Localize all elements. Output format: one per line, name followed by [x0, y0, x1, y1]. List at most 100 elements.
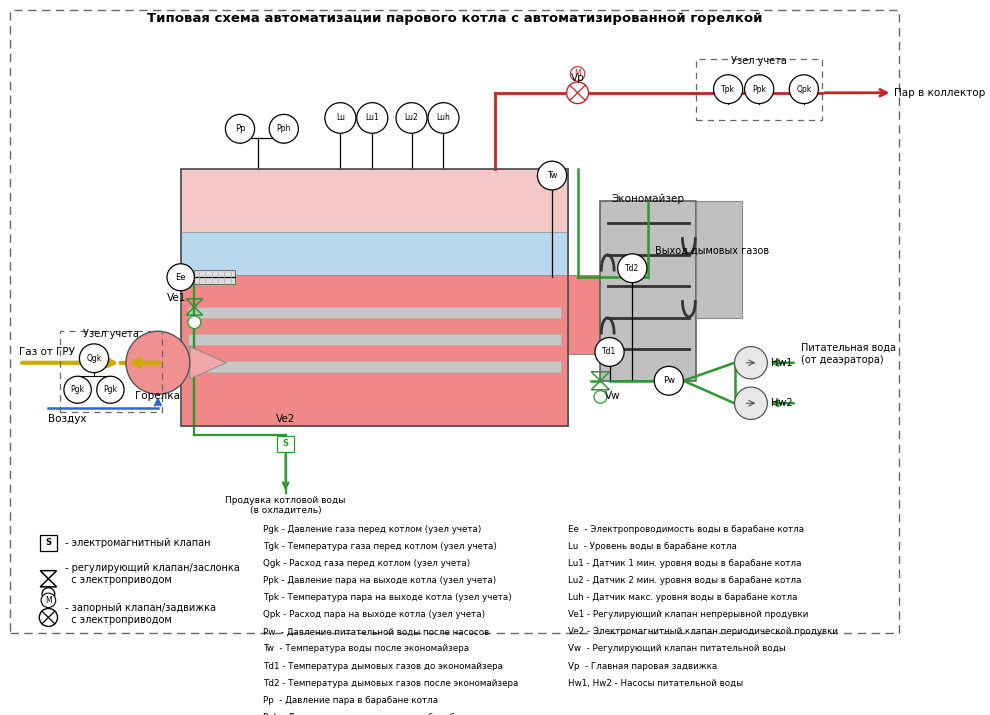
Text: Pw: Pw [663, 376, 675, 385]
Text: S: S [46, 538, 51, 547]
Text: Экономайзер: Экономайзер [612, 194, 685, 204]
Text: Lu2 - Датчик 2 мин. уровня воды в барабане котла: Lu2 - Датчик 2 мин. уровня воды в бараба… [568, 576, 802, 585]
Text: Lu2: Lu2 [405, 114, 419, 122]
Circle shape [97, 376, 124, 403]
Circle shape [566, 82, 588, 104]
Text: Pp  - Давление пара в барабане котла: Pp - Давление пара в барабане котла [262, 696, 438, 705]
Circle shape [167, 264, 194, 291]
Text: Lu1 - Датчик 1 мин. уровня воды в барабане котла: Lu1 - Датчик 1 мин. уровня воды в бараба… [568, 559, 802, 568]
Bar [41, 535, 56, 551]
Text: Ppk: Ppk [752, 84, 766, 94]
Text: Ve1 - Регулирующий клапан непрерывной продувки: Ve1 - Регулирующий клапан непрерывной пр… [568, 610, 809, 619]
Text: Воздух: Воздух [49, 413, 87, 423]
Text: - электромагнитный клапан: - электромагнитный клапан [64, 538, 210, 548]
Circle shape [64, 376, 91, 403]
Text: - регулирующий клапан/заслонка
  с электроприводом: - регулирующий клапан/заслонка с электро… [64, 563, 240, 585]
Text: Vp: Vp [570, 73, 584, 83]
Text: Pgk: Pgk [103, 385, 118, 394]
Circle shape [42, 593, 55, 608]
Circle shape [269, 114, 298, 143]
Circle shape [654, 366, 683, 395]
Text: Hw2: Hw2 [771, 398, 793, 408]
Text: Lu1: Lu1 [365, 114, 379, 122]
Text: Vw  - Регулирующий клапан питательной воды: Vw - Регулирующий клапан питательной вод… [568, 644, 786, 654]
Text: Pw  - Давление питательной воды после насосов: Pw - Давление питательной воды после нас… [262, 627, 489, 636]
Bar [188, 334, 561, 345]
Circle shape [714, 75, 742, 104]
Text: Ve2 - Электромагнитный клапан периодической продувки: Ve2 - Электромагнитный клапан периодичес… [568, 627, 839, 636]
Text: Pph: Pph [276, 124, 291, 133]
Circle shape [789, 75, 819, 104]
Text: Газ от ГРУ: Газ от ГРУ [19, 347, 75, 357]
Text: Hw1, Hw2 - Насосы питательной воды: Hw1, Hw2 - Насосы питательной воды [568, 679, 743, 688]
Text: Ppk - Давление пара на выходе котла (узел учета): Ppk - Давление пара на выходе котла (узе… [262, 576, 496, 585]
Circle shape [735, 347, 767, 379]
Text: Горелка: Горелка [136, 391, 180, 401]
Text: Luh: Luh [437, 114, 450, 122]
Text: Td2: Td2 [626, 264, 640, 272]
Circle shape [396, 103, 427, 133]
Text: Vp  - Главная паровая задвижка: Vp - Главная паровая задвижка [568, 661, 718, 671]
Bar [181, 232, 568, 275]
Circle shape [428, 103, 459, 133]
Text: Pgk - Давление газа перед котлом (узел учета): Pgk - Давление газа перед котлом (узел у… [262, 525, 481, 534]
Bar [194, 270, 236, 285]
Text: Td1: Td1 [602, 347, 617, 357]
Circle shape [594, 390, 607, 403]
Text: Qpk - Расход пара на выходе котла (узел учета): Qpk - Расход пара на выходе котла (узел … [262, 610, 485, 619]
Text: Vw: Vw [605, 390, 621, 400]
Text: Pgk: Pgk [70, 385, 84, 394]
Circle shape [744, 75, 774, 104]
Text: Продувка котловой воды
(в охладитель): Продувка котловой воды (в охладитель) [226, 496, 346, 516]
Text: Питательная вода
(от деаэратора): Питательная вода (от деаэратора) [801, 343, 896, 365]
Text: Lu: Lu [336, 114, 345, 122]
Text: Lu  - Уровень воды в барабане котла: Lu - Уровень воды в барабане котла [568, 542, 738, 551]
Bar [600, 201, 696, 381]
Text: - запорный клапан/задвижка
  с электроприводом: - запорный клапан/задвижка с электроприв… [64, 603, 216, 625]
Bar [568, 275, 610, 354]
Polygon shape [190, 347, 227, 379]
Text: M: M [574, 69, 581, 79]
Circle shape [226, 114, 254, 143]
Text: Tw: Tw [546, 171, 557, 180]
Text: Hw1: Hw1 [771, 358, 793, 368]
Circle shape [595, 337, 624, 366]
Text: Pph - Датчик макс давления пара в барабане котла: Pph - Датчик макс давления пара в бараба… [262, 713, 501, 715]
Text: Узел учета: Узел учета [732, 56, 787, 66]
Circle shape [618, 254, 646, 282]
Text: Ee  - Электропроводимость воды в барабане котла: Ee - Электропроводимость воды в барабане… [568, 525, 805, 534]
Text: Qpk: Qpk [796, 84, 812, 94]
Bar [181, 275, 568, 425]
Text: Ve1: Ve1 [166, 292, 186, 302]
Bar [188, 307, 561, 317]
Bar [181, 169, 568, 232]
Text: Узел учета: Узел учета [83, 329, 140, 339]
Text: Tpk - Температура пара на выходе котла (узел учета): Tpk - Температура пара на выходе котла (… [262, 593, 512, 602]
Circle shape [735, 387, 767, 420]
Circle shape [40, 608, 57, 626]
Text: Qgk - Расход газа перед котлом (узел учета): Qgk - Расход газа перед котлом (узел уче… [262, 559, 470, 568]
Text: Pp: Pp [235, 124, 246, 133]
Text: Td2 - Температура дымовых газов после экономайзера: Td2 - Температура дымовых газов после эк… [262, 679, 518, 688]
Text: S: S [282, 439, 289, 448]
Text: Tw  - Температура воды после экономайзера: Tw - Температура воды после экономайзера [262, 644, 469, 654]
Text: Tpk: Tpk [721, 84, 736, 94]
Circle shape [538, 161, 566, 190]
Bar [277, 435, 294, 452]
Circle shape [570, 66, 585, 81]
Text: Qgk: Qgk [86, 354, 102, 363]
Text: Типовая схема автоматизации парового котла с автоматизированной горелкой: Типовая схема автоматизации парового кот… [147, 12, 762, 26]
Circle shape [42, 588, 54, 601]
Text: Ve2: Ve2 [276, 414, 295, 424]
Text: Luh - Датчик макс. уровня воды в барабане котла: Luh - Датчик макс. уровня воды в барабан… [568, 593, 798, 602]
Circle shape [126, 331, 190, 394]
Text: Выход дымовых газов: Выход дымовых газов [655, 245, 769, 255]
Circle shape [325, 103, 355, 133]
Text: Ee: Ee [175, 272, 186, 282]
Circle shape [188, 316, 201, 329]
Text: Td1 - Температура дымовых газов до экономайзера: Td1 - Температура дымовых газов до эконо… [262, 661, 503, 671]
Text: Пар в коллектор: Пар в коллектор [894, 88, 985, 98]
Circle shape [356, 103, 388, 133]
Bar [696, 201, 742, 317]
Bar [181, 169, 568, 425]
